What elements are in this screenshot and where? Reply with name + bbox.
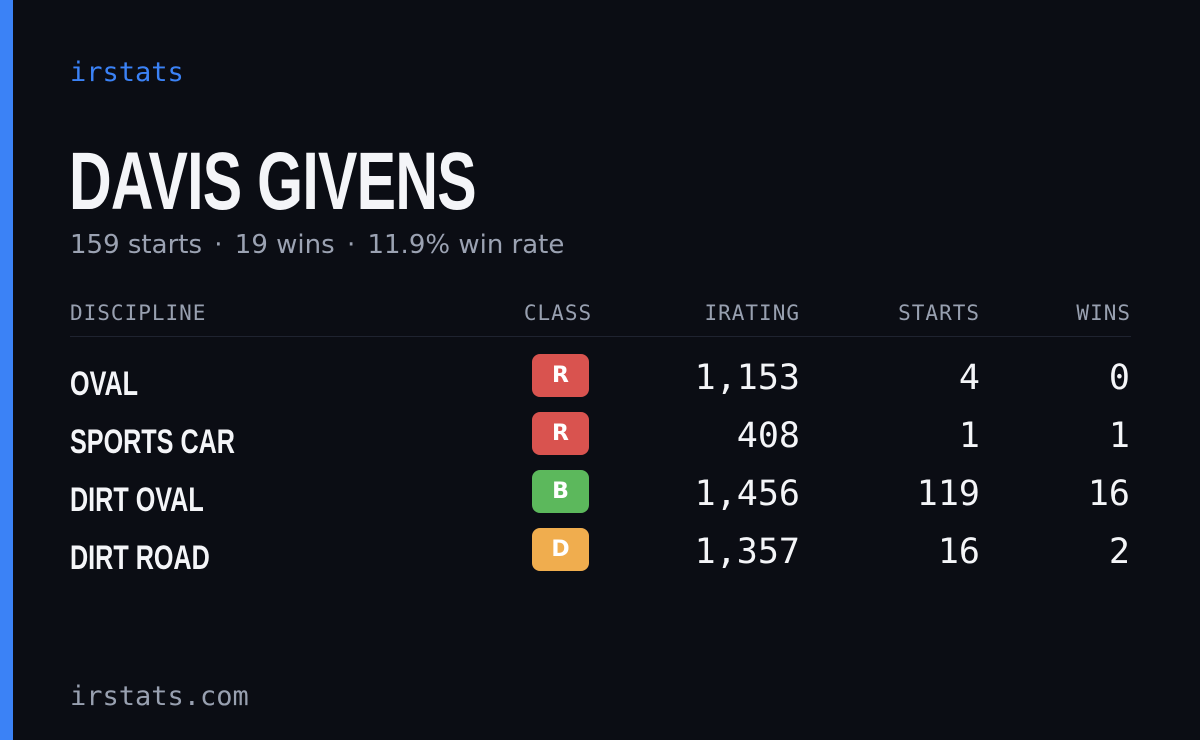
starts-value: 4 bbox=[958, 358, 980, 398]
table-row: SPORTS CAR R 408 1 1 bbox=[70, 412, 1131, 470]
separator: · bbox=[346, 230, 356, 260]
footer-url[interactable]: irstats.com bbox=[70, 681, 249, 712]
discipline-name: SPORTS CAR bbox=[70, 423, 235, 461]
starts-value: 1 bbox=[958, 416, 980, 456]
wins-value: 1 bbox=[1108, 416, 1130, 456]
header-discipline: DISCIPLINE bbox=[70, 301, 207, 325]
header-irating: IRATING bbox=[704, 301, 800, 325]
class-badge: D bbox=[532, 528, 589, 571]
starts-total: 159 starts bbox=[70, 230, 202, 260]
wins-value: 0 bbox=[1108, 358, 1130, 398]
header-class: CLASS bbox=[523, 301, 593, 325]
class-badge: R bbox=[532, 354, 589, 397]
accent-bar bbox=[0, 0, 13, 740]
header-wins: WINS bbox=[1076, 301, 1131, 325]
wins-value: 16 bbox=[1087, 474, 1130, 514]
table-row: OVAL R 1,153 4 0 bbox=[70, 354, 1131, 412]
driver-name: DAVIS GIVENS bbox=[69, 136, 477, 227]
wins-total: 19 wins bbox=[234, 230, 335, 260]
table-row: DIRT ROAD D 1,357 16 2 bbox=[70, 528, 1131, 586]
starts-value: 16 bbox=[937, 532, 980, 572]
separator: · bbox=[214, 230, 223, 260]
table-row: DIRT OVAL B 1,456 119 16 bbox=[70, 470, 1131, 528]
discipline-name: DIRT ROAD bbox=[70, 539, 210, 577]
class-badge: B bbox=[532, 470, 589, 513]
brand-logo[interactable]: irstats bbox=[70, 57, 184, 88]
class-badge: R bbox=[532, 412, 589, 455]
wins-value: 2 bbox=[1108, 532, 1130, 572]
irating-value: 1,153 bbox=[694, 358, 800, 398]
stats-table: DISCIPLINE CLASS IRATING STARTS WINS OVA… bbox=[70, 296, 1131, 577]
irating-value: 408 bbox=[736, 416, 800, 456]
irating-value: 1,357 bbox=[694, 532, 800, 572]
discipline-name: OVAL bbox=[70, 365, 139, 403]
irating-value: 1,456 bbox=[694, 474, 800, 514]
win-rate: 11.9% win rate bbox=[367, 230, 565, 260]
header-starts: STARTS bbox=[898, 301, 980, 325]
discipline-name: DIRT OVAL bbox=[70, 481, 204, 519]
driver-summary: 159 starts · 19 wins · 11.9% win rate bbox=[70, 228, 564, 262]
table-header: DISCIPLINE CLASS IRATING STARTS WINS bbox=[70, 296, 1131, 337]
starts-value: 119 bbox=[916, 474, 980, 514]
